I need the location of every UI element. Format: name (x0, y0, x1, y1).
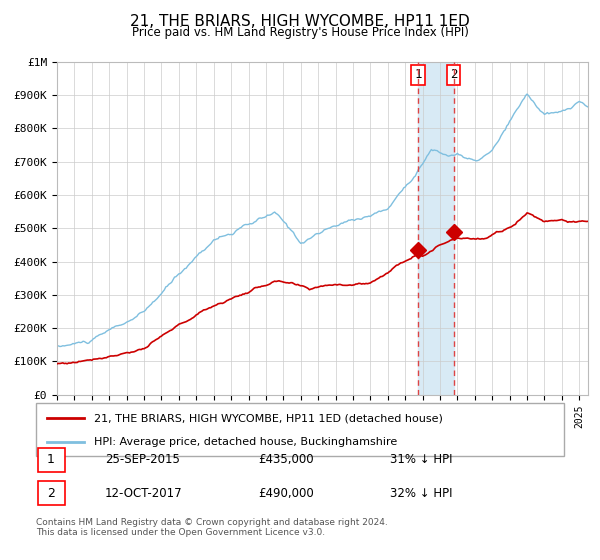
Text: 2: 2 (450, 68, 457, 81)
Text: 1: 1 (414, 68, 422, 81)
Text: HPI: Average price, detached house, Buckinghamshire: HPI: Average price, detached house, Buck… (94, 436, 397, 446)
Text: 2: 2 (47, 487, 55, 500)
Bar (418, 62, 454, 395)
Text: 21, THE BRIARS, HIGH WYCOMBE, HP11 1ED (detached house): 21, THE BRIARS, HIGH WYCOMBE, HP11 1ED (… (94, 413, 443, 423)
Text: 1: 1 (47, 453, 55, 466)
Text: Contains HM Land Registry data © Crown copyright and database right 2024.
This d: Contains HM Land Registry data © Crown c… (36, 518, 388, 538)
Text: 32% ↓ HPI: 32% ↓ HPI (390, 487, 452, 500)
Text: £490,000: £490,000 (258, 487, 314, 500)
Text: 12-OCT-2017: 12-OCT-2017 (105, 487, 182, 500)
Text: £435,000: £435,000 (258, 453, 314, 466)
Text: 31% ↓ HPI: 31% ↓ HPI (390, 453, 452, 466)
Text: 25-SEP-2015: 25-SEP-2015 (105, 453, 180, 466)
Text: 21, THE BRIARS, HIGH WYCOMBE, HP11 1ED: 21, THE BRIARS, HIGH WYCOMBE, HP11 1ED (130, 14, 470, 29)
Text: Price paid vs. HM Land Registry's House Price Index (HPI): Price paid vs. HM Land Registry's House … (131, 26, 469, 39)
